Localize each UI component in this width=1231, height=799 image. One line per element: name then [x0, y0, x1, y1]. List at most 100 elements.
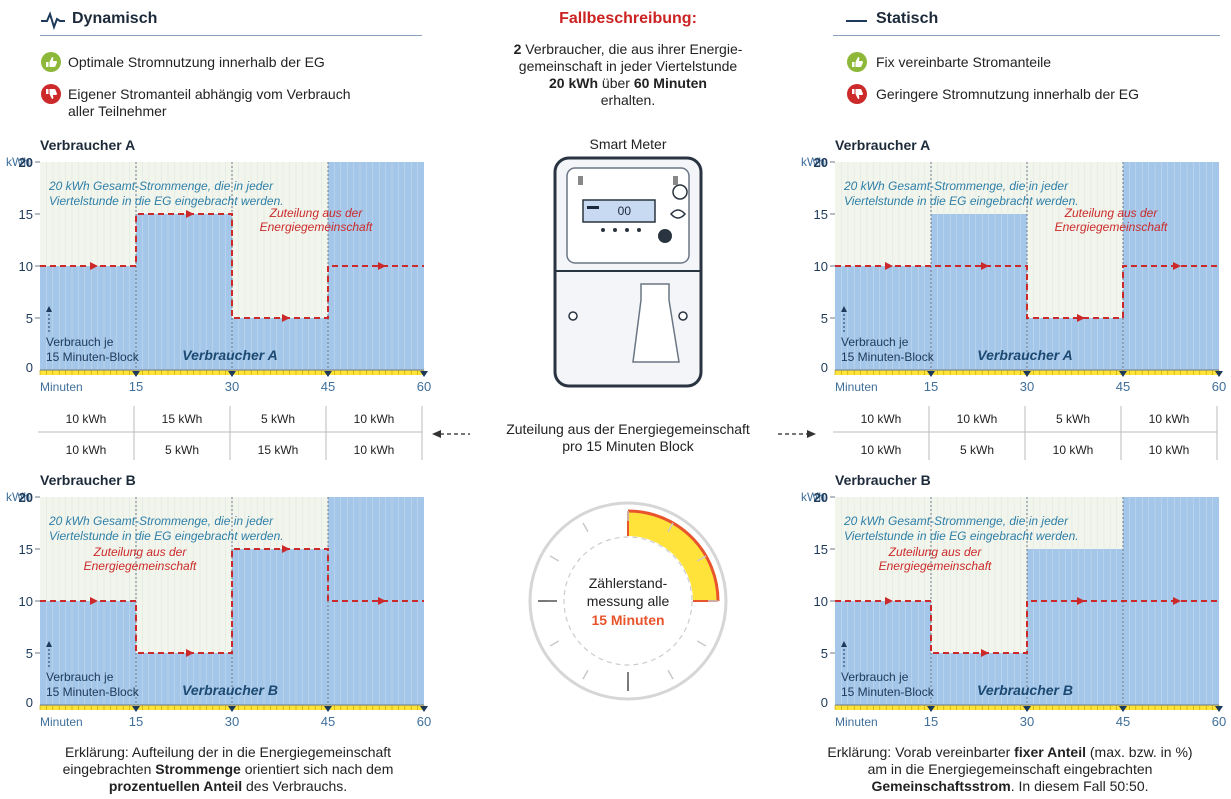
- consumer-label: Verbraucher B: [977, 682, 1073, 698]
- table-cell: 10 kWh: [861, 412, 902, 426]
- case-description: 2 Verbraucher, die aus ihrer Energie- ge…: [513, 41, 743, 108]
- clock-line-2: messung alle: [587, 593, 670, 609]
- allocation-arrow: [186, 649, 194, 657]
- y-tick-label: 10: [19, 594, 33, 609]
- allocation-annotation: Energiegemeinschaft: [879, 559, 992, 573]
- y-tick-label: 5: [821, 311, 828, 326]
- chart-dynamic-b: Verbraucher B kWh 5 10 15 20 0 Minuten 15 30 45 60 2…: [6, 472, 431, 729]
- usage-annotation: 15 Minuten-Block: [841, 350, 935, 364]
- static-pro-1: Fix vereinbarte Stromanteile: [876, 54, 1052, 70]
- usage-annotation: 15 Minuten-Block: [46, 350, 140, 364]
- x-tick-label: 60: [1212, 379, 1226, 394]
- consumption-bar: [232, 549, 328, 705]
- x-tick-marker: [1119, 371, 1127, 377]
- x-tick-label: 30: [225, 714, 239, 729]
- x-tick-label: 60: [1212, 714, 1226, 729]
- allocation-arrow: [1077, 314, 1085, 322]
- y-tick-label: 15: [814, 207, 828, 222]
- chart-static-a: Verbraucher A kWh 5 10 15 20 0 Minuten 15 30 45 60 2…: [801, 137, 1226, 394]
- allocation-arrow: [282, 314, 290, 322]
- table-cell: 5 kWh: [261, 412, 295, 426]
- dynamic-allocation-table: 10 kWh 15 kWh 5 kWh 10 kWh 10 kWh 5 kWh …: [38, 406, 423, 460]
- allocation-arrow: [90, 597, 98, 605]
- total-annotation: 20 kWh Gesamt-Strommenge, die in jeder: [843, 179, 1069, 193]
- allocation-arrow: [186, 210, 194, 218]
- x-tick-label: 15: [129, 379, 143, 394]
- chart-static-b: Verbraucher B kWh 5 10 15 20 0 Minuten 15 30 45 60 2…: [801, 472, 1226, 729]
- allocation-arrow: [1173, 262, 1181, 270]
- x-tick-label: 15: [129, 714, 143, 729]
- consumption-bar: [232, 318, 328, 370]
- x-tick-marker: [1023, 371, 1031, 377]
- x-axis-label: Minuten: [40, 715, 83, 729]
- y-tick-label: 0: [821, 695, 828, 710]
- x-tick-marker: [324, 371, 332, 377]
- x-tick-label: 30: [225, 379, 239, 394]
- total-annotation: 20 kWh Gesamt-Strommenge, die in jeder: [48, 514, 274, 528]
- y-axis-unit: kWh: [801, 490, 825, 504]
- table-cell: 10 kWh: [957, 412, 998, 426]
- table-cell: 10 kWh: [354, 443, 395, 457]
- chart-title: Verbraucher A: [835, 137, 930, 153]
- allocation-arrow: [282, 545, 290, 553]
- clock-tick: [549, 555, 560, 562]
- x-tick-marker: [1215, 371, 1223, 377]
- meter-display: 00: [618, 204, 632, 218]
- consumption-bar: [835, 266, 931, 370]
- x-tick-label: 15: [924, 379, 938, 394]
- chart-title: Verbraucher A: [40, 137, 135, 153]
- clock-line-3: 15 Minuten: [591, 612, 664, 628]
- consumption-bar: [136, 653, 232, 705]
- table-cell: 10 kWh: [1149, 412, 1190, 426]
- allocation-arrow: [378, 262, 386, 270]
- y-tick-label: 20: [814, 155, 828, 170]
- clock-tick: [696, 640, 707, 647]
- clock-icon: Zählerstand- messung alle 15 Minuten: [528, 501, 728, 701]
- usage-annotation: Verbrauch je: [841, 335, 909, 349]
- total-annotation: Viertelstunde in die EG eingebracht werd…: [844, 194, 1079, 208]
- clock-tick: [667, 669, 674, 680]
- allocation-arrow: [90, 262, 98, 270]
- consumption-bar: [931, 653, 1027, 705]
- y-tick-label: 10: [814, 259, 828, 274]
- y-axis-unit: kWh: [801, 155, 825, 169]
- x-tick-label: 45: [1116, 379, 1130, 394]
- allocation-arrow: [1077, 597, 1085, 605]
- table-cell: 15 kWh: [258, 443, 299, 457]
- thumbs-up-icon: [847, 52, 867, 72]
- allocation-arrow: [378, 597, 386, 605]
- allocation-annotation: Energiegemeinschaft: [1055, 220, 1168, 234]
- x-tick-label: 45: [321, 714, 335, 729]
- allocation-annotation: Energiegemeinschaft: [84, 559, 197, 573]
- y-axis-unit: kWh: [6, 490, 30, 504]
- usage-pointer-head: [841, 306, 847, 312]
- table-cell: 5 kWh: [1056, 412, 1090, 426]
- total-annotation: Viertelstunde in die EG eingebracht werd…: [49, 529, 284, 543]
- thumbs-down-icon: [847, 84, 867, 104]
- x-tick-marker: [228, 371, 236, 377]
- arrow-right-icon: [778, 430, 816, 438]
- x-tick-marker: [420, 371, 428, 377]
- table-cell: 15 kWh: [162, 412, 203, 426]
- y-axis-unit: kWh: [6, 155, 30, 169]
- pulse-icon: [41, 11, 65, 30]
- dynamic-con-1: Eigener Stromanteil abhängig vom Verbrau…: [68, 86, 351, 102]
- chart-title: Verbraucher B: [835, 472, 931, 488]
- x-tick-label: 45: [1116, 714, 1130, 729]
- allocation-line: [835, 600, 1219, 654]
- consumption-bar: [40, 601, 136, 705]
- table-cell: 10 kWh: [1149, 443, 1190, 457]
- y-tick-label: 15: [814, 542, 828, 557]
- allocation-arrow: [885, 597, 893, 605]
- allocation-line: [40, 213, 424, 319]
- case-title: Fallbeschreibung:: [559, 10, 697, 27]
- x-tick-marker: [132, 371, 140, 377]
- usage-annotation: 15 Minuten-Block: [46, 685, 140, 699]
- x-tick-marker: [927, 371, 935, 377]
- x-tick-label: 45: [321, 379, 335, 394]
- dynamic-title: Dynamisch: [72, 10, 158, 27]
- y-tick-label: 20: [814, 490, 828, 505]
- clock-tick: [667, 522, 674, 533]
- x-axis-label: Minuten: [40, 380, 83, 394]
- x-tick-marker: [1215, 706, 1223, 712]
